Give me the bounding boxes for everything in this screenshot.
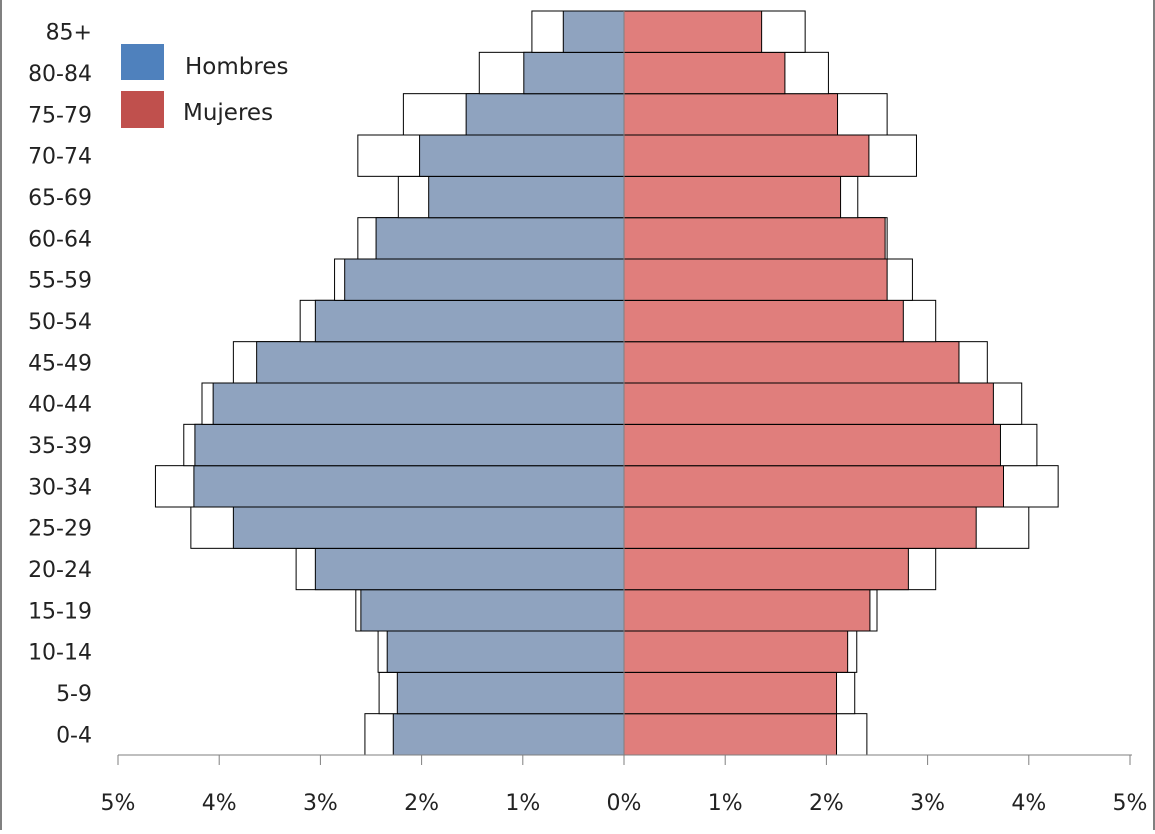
bar-mujeres-40-44 <box>623 382 994 425</box>
bar-hombres-10-14 <box>386 630 625 673</box>
x-tick-label: 3% <box>910 791 945 816</box>
bar-mujeres-30-34 <box>623 465 1004 508</box>
y-tick-label: 40-44 <box>28 393 92 418</box>
bar-mujeres-85+ <box>623 10 763 53</box>
bar-mujeres-50-54 <box>623 299 904 343</box>
bar-hombres-85+ <box>562 10 625 53</box>
y-tick-label: 85+ <box>46 21 92 46</box>
bar-mujeres-5-9 <box>623 671 838 715</box>
x-tick-label: 3% <box>303 791 338 816</box>
x-tick-label: 1% <box>708 791 743 816</box>
y-tick-label: 30-34 <box>28 475 92 500</box>
bar-mujeres-20-24 <box>623 547 909 591</box>
bar-mujeres-15-19 <box>623 589 871 632</box>
bar-mujeres-80-84 <box>623 51 786 95</box>
bar-mujeres-70-74 <box>623 134 870 177</box>
legend-swatch-men <box>121 44 164 80</box>
y-tick-label: 60-64 <box>28 227 92 252</box>
x-tick-label: 2% <box>404 791 439 816</box>
x-tick-label: 5% <box>101 791 136 816</box>
bar-hombres-30-34 <box>193 465 625 508</box>
x-tick-label: 4% <box>1011 791 1046 816</box>
y-tick-label: 45-49 <box>28 351 92 376</box>
bar-mujeres-65-69 <box>623 175 842 219</box>
x-tick-label: 2% <box>809 791 844 816</box>
y-tick-label: 5-9 <box>56 682 92 707</box>
y-tick-label: 20-24 <box>28 558 92 583</box>
x-axis: 5% 4% 3% 2% 1% 0% 1% 2% 3% 4% 5% <box>101 11 1148 816</box>
y-tick-label: 25-29 <box>28 517 92 542</box>
bar-mujeres-10-14 <box>623 630 849 673</box>
y-tick-label: 50-54 <box>28 310 92 335</box>
bar-mujeres-60-64 <box>623 217 886 260</box>
y-tick-label: 0-4 <box>56 723 92 748</box>
bar-mujeres-35-39 <box>623 423 1001 467</box>
bar-mujeres-55-59 <box>623 258 888 301</box>
bar-hombres-65-69 <box>428 175 625 219</box>
y-tick-label: 15-19 <box>28 599 92 624</box>
bar-hombres-50-54 <box>314 299 625 343</box>
bar-hombres-55-59 <box>344 258 625 301</box>
y-tick-label: 80-84 <box>28 62 92 87</box>
y-axis-labels: 0-4 5-9 10-14 15-19 20-24 25-29 30-34 35-39 40-4… <box>28 21 92 749</box>
bar-hombres-35-39 <box>194 423 625 467</box>
legend-swatch-women <box>121 91 164 128</box>
legend-label-women: Mujeres <box>183 100 273 126</box>
bar-hombres-5-9 <box>396 671 625 715</box>
bar-hombres-80-84 <box>523 51 625 95</box>
bar-hombres-45-49 <box>256 341 625 384</box>
y-tick-label: 10-14 <box>28 641 92 666</box>
bar-hombres-0-4 <box>392 713 625 756</box>
y-tick-label: 35-39 <box>28 434 92 459</box>
y-tick-label: 75-79 <box>28 103 92 128</box>
bar-hombres-20-24 <box>314 547 625 591</box>
bar-mujeres-45-49 <box>623 341 960 384</box>
bar-hombres-25-29 <box>232 506 625 549</box>
legend: Hombres Mujeres <box>121 44 288 128</box>
x-tick-label: 4% <box>202 791 237 816</box>
y-tick-label: 65-69 <box>28 186 92 211</box>
bar-hombres-40-44 <box>212 382 625 425</box>
bar-hombres-75-79 <box>465 93 625 136</box>
y-tick-label: 70-74 <box>28 145 92 170</box>
bar-mujeres-25-29 <box>623 506 977 549</box>
bar-hombres-15-19 <box>360 589 625 632</box>
legend-label-men: Hombres <box>185 54 288 80</box>
x-tick-label: 5% <box>1113 791 1148 816</box>
bar-hombres-70-74 <box>419 134 625 177</box>
bar-mujeres-75-79 <box>623 93 839 136</box>
x-tick-label: 1% <box>505 791 540 816</box>
bars-layer <box>154 10 1059 756</box>
x-tick-label: 0% <box>607 791 642 816</box>
bar-hombres-60-64 <box>375 217 625 260</box>
y-tick-label: 55-59 <box>28 269 92 294</box>
bar-mujeres-0-4 <box>623 713 838 756</box>
